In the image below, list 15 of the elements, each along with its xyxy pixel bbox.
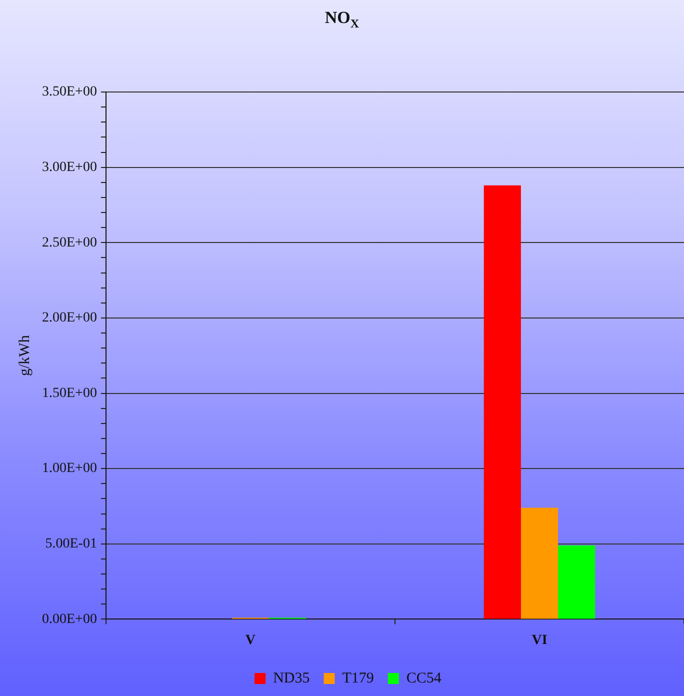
y-tick-label: 0.00E+00 [42,612,97,627]
y-tick-label: 3.00E+00 [42,160,97,175]
legend-label: CC54 [406,670,442,686]
chart-title: NO$_{X}$ [324,8,360,32]
y-tick-label: 3.50E+00 [42,84,97,100]
x-tick-label: VI [532,633,548,648]
y-tick-label: 2.00E+00 [42,310,97,326]
y-tick-label: 1.00E+00 [42,461,97,476]
legend-label: ND35 [273,670,310,686]
y-tick-label: 1.50E+00 [42,386,97,401]
y-tick-label: 5.00E-01 [45,536,97,552]
legend-label: T179 [342,670,374,686]
y-axis-title: g/kWh [16,334,33,376]
x-tick-label: V [245,633,256,648]
y-tick-label: 2.50E+00 [42,235,97,250]
